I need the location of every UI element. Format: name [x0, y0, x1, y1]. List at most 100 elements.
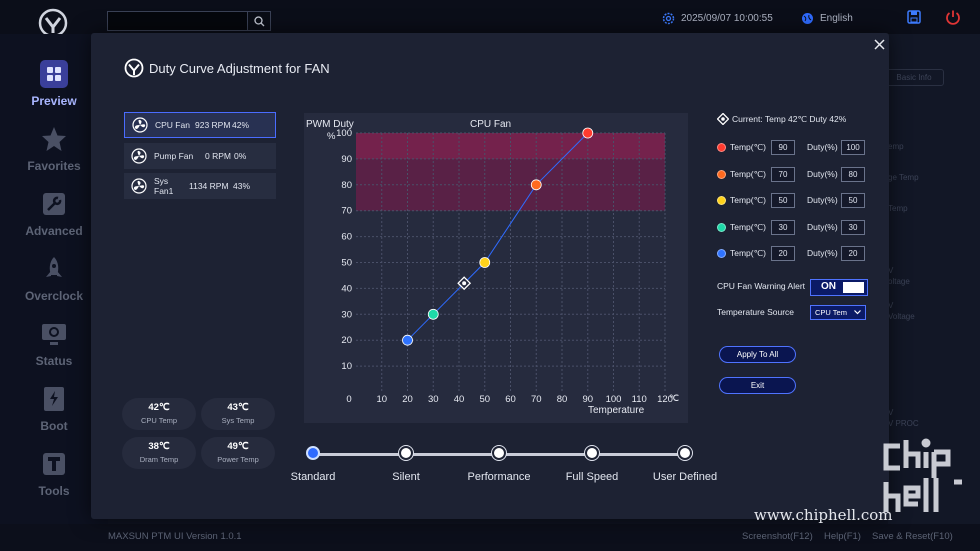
warning-alert-label: CPU Fan Warning Alert — [717, 281, 806, 291]
exit-button[interactable]: Exit — [719, 377, 796, 394]
fan-item-pump[interactable]: Pump Fan 0 RPM 0% — [124, 143, 276, 169]
temp-card-power: 49℃ Power Temp — [201, 437, 275, 469]
fan-rpm: 1134 RPM — [189, 181, 229, 191]
x-tick-label: 0 — [346, 394, 351, 405]
wrench-icon — [43, 193, 65, 215]
temp-label: Dram Temp — [139, 455, 179, 464]
x-tick-label: 120 — [657, 394, 673, 405]
sidebar-item-boot[interactable]: Boot — [0, 375, 108, 433]
temp-label: Temp(℃) — [730, 247, 766, 258]
bg-label: oltage — [888, 277, 910, 286]
toggle-knob — [843, 282, 864, 293]
bg-label: Temp — [888, 204, 908, 213]
preset-option-full-speed[interactable] — [584, 445, 600, 461]
temp-card-sys: 43℃ Sys Temp — [201, 398, 275, 430]
curve-point-row: Temp(℃) 50 Duty(%) 50 — [717, 192, 865, 208]
duty-value-input[interactable]: 100 — [841, 139, 865, 155]
point-color-dot — [717, 142, 726, 152]
temp-card-cpu: 42℃ CPU Temp — [122, 398, 196, 430]
x-tick-label: 50 — [479, 394, 490, 405]
warning-alert-toggle[interactable]: ON — [810, 279, 868, 296]
search-icon — [253, 15, 264, 26]
x-tick-label: 80 — [557, 394, 568, 405]
duty-value-input[interactable]: 20 — [841, 245, 865, 261]
chevron-down-icon — [854, 310, 861, 315]
curve-point[interactable] — [402, 334, 413, 346]
y-tick-label: 80 — [341, 180, 352, 191]
fan-duty: 43% — [233, 181, 251, 191]
temp-value: 42℃ — [148, 402, 170, 413]
monitor-icon — [42, 324, 66, 345]
sidebar-item-favorites[interactable]: Favorites — [0, 115, 108, 173]
tools-icon — [43, 453, 65, 475]
x-tick-label: 70 — [531, 394, 542, 405]
datetime-display: 2025/09/07 10:00:55 — [662, 10, 773, 26]
fan-rpm: 923 RPM — [195, 120, 231, 130]
temp-value-input[interactable]: 90 — [771, 139, 795, 155]
fan-item-sys1[interactable]: Sys Fan1 1134 RPM 43% — [124, 173, 276, 199]
curve-point-row: Temp(℃) 90 Duty(%) 100 — [717, 139, 865, 155]
chart-title: CPU Fan — [470, 119, 512, 130]
curve-point[interactable] — [479, 257, 491, 268]
duty-value-input[interactable]: 80 — [841, 166, 865, 182]
temp-value: 38℃ — [148, 441, 170, 452]
duty-value-input[interactable]: 50 — [841, 192, 865, 208]
temp-value-input[interactable]: 70 — [771, 166, 795, 182]
language-selector[interactable]: English — [801, 10, 853, 26]
temp-value-input[interactable]: 30 — [771, 219, 795, 235]
apply-to-all-button[interactable]: Apply To All — [719, 346, 796, 363]
fan-name: Sys Fan1 — [154, 176, 174, 196]
y-tick-label: 40 — [341, 283, 352, 294]
preset-option-performance[interactable] — [491, 445, 507, 461]
fan-duty: 42% — [232, 120, 250, 130]
temp-value-input[interactable]: 50 — [771, 192, 795, 208]
x-tick-label: 40 — [454, 394, 465, 405]
curve-point[interactable] — [427, 308, 439, 320]
temp-value-input[interactable]: 20 — [771, 245, 795, 261]
sidebar-label: Boot — [40, 419, 68, 433]
maxsun-logo-icon — [124, 58, 144, 81]
duty-label: Duty(%) — [807, 222, 838, 232]
help-button[interactable]: Help(F1) — [824, 531, 861, 542]
curve-point-row: Temp(℃) 70 Duty(%) 80 — [717, 166, 865, 182]
sidebar-item-tools[interactable]: Tools — [0, 440, 108, 498]
screenshot-button[interactable]: Screenshot(F12) — [742, 531, 813, 542]
sidebar-item-advanced[interactable]: Advanced — [0, 180, 108, 238]
temp-label: Temp(℃) — [730, 221, 766, 232]
temp-label: Temp(℃) — [730, 168, 766, 179]
y-tick-label: 30 — [341, 309, 352, 320]
x-tick-label: 90 — [582, 394, 593, 405]
power-icon[interactable] — [945, 9, 961, 28]
temp-label: CPU Temp — [140, 416, 178, 425]
bg-label: emp — [888, 142, 904, 151]
temp-source-label: Temperature Source — [717, 307, 795, 317]
duty-value-input[interactable]: 30 — [841, 219, 865, 235]
save-icon[interactable] — [907, 10, 921, 27]
close-button[interactable] — [871, 36, 887, 52]
sidebar-item-preview[interactable]: Preview — [0, 50, 108, 108]
fan-icon — [124, 178, 154, 194]
grid-icon — [40, 60, 68, 88]
preset-option-standard[interactable] — [306, 446, 320, 460]
fan-item-cpu[interactable]: CPU Fan 923 RPM 42% — [124, 112, 276, 138]
sidebar-item-overclock[interactable]: Overclock — [0, 245, 108, 303]
curve-point-row: Temp(℃) 20 Duty(%) 20 — [717, 245, 865, 261]
sidebar-label: Status — [35, 354, 73, 368]
curve-point[interactable] — [582, 127, 594, 139]
temp-label: Temp(℃) — [730, 194, 766, 205]
toggle-text: ON — [821, 281, 836, 292]
preset-label: Silent — [392, 471, 420, 483]
temp-source-select[interactable]: CPU Tem — [810, 305, 866, 320]
preset-option-user-defined[interactable] — [677, 445, 693, 461]
point-color-dot — [717, 195, 726, 205]
preset-option-silent[interactable] — [398, 445, 414, 461]
fan-rpm: 0 RPM — [205, 151, 231, 161]
globe-icon — [802, 12, 813, 24]
crosshair-icon — [717, 113, 729, 125]
rocket-icon — [46, 257, 62, 277]
curve-point[interactable] — [530, 179, 542, 191]
sidebar-item-status[interactable]: Status — [0, 310, 108, 368]
search-button[interactable] — [247, 11, 271, 31]
save-reset-button[interactable]: Save & Reset(F10) — [872, 531, 953, 542]
